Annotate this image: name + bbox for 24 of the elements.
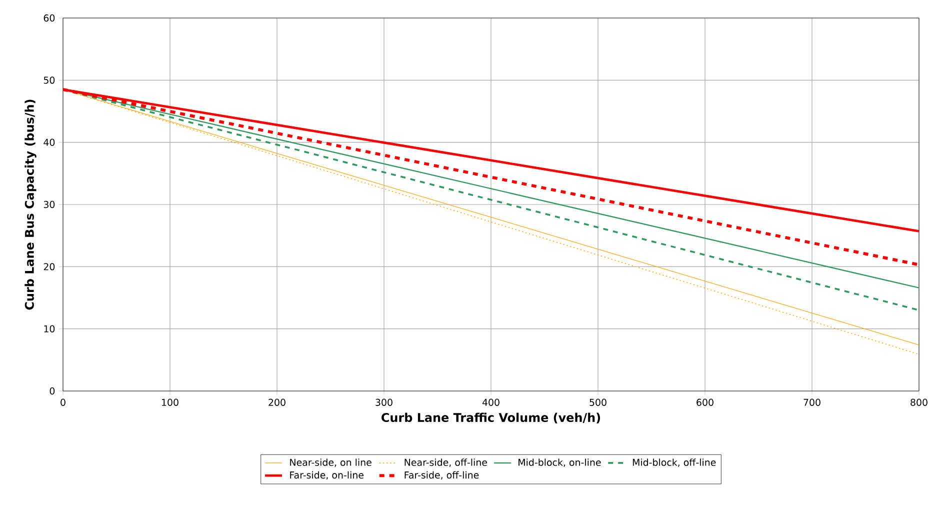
x-tick-label: 200 <box>268 398 286 406</box>
y-tick-label: 20 <box>44 263 55 270</box>
legend-label: Far-side, off-line <box>404 471 479 480</box>
x-tick-label: 0 <box>60 398 66 406</box>
x-tick-label: 500 <box>590 398 606 406</box>
x-tick-label: 300 <box>376 398 392 406</box>
legend-label: Far-side, on-line <box>290 471 364 480</box>
y-tick-label: 40 <box>44 138 55 146</box>
y-tick-label: 10 <box>44 325 55 332</box>
legend-label: Mid-block, on-line <box>518 458 601 467</box>
x-tick-label: 700 <box>804 398 820 406</box>
legend-label: Mid-block, off-line <box>632 458 716 467</box>
x-tick-label: 800 <box>910 398 928 406</box>
x-tick-label: 400 <box>482 398 500 406</box>
y-tick-label: 60 <box>44 14 55 22</box>
y-tick-label: 30 <box>44 200 55 208</box>
y-tick-label: 50 <box>44 76 55 84</box>
y-axis-title: Curb Lane Bus Capacity (bus/h) <box>24 100 36 310</box>
legend-label: Near-side, on line <box>290 458 372 467</box>
y-tick-label: 0 <box>50 387 55 395</box>
x-tick-label: 100 <box>162 398 178 406</box>
x-axis-title: Curb Lane Traffic Volume (veh/h) <box>382 412 600 424</box>
legend-label: Near-side, off-line <box>404 458 487 467</box>
x-tick-label: 600 <box>696 398 714 406</box>
